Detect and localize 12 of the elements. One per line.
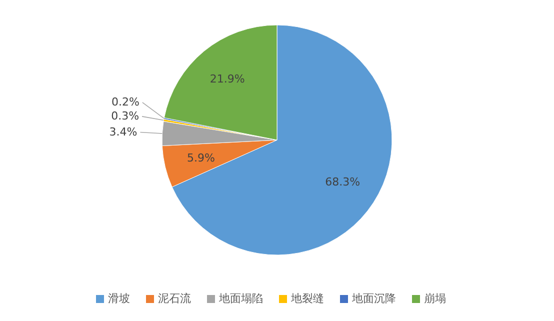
data-label: 68.3% bbox=[325, 176, 360, 189]
legend-label: 地面塌陷 bbox=[218, 292, 263, 306]
data-label: 0.2% bbox=[111, 95, 140, 108]
data-label: 0.3% bbox=[111, 109, 140, 122]
data-label: 5.9% bbox=[186, 151, 215, 164]
legend-label: 泥石流 bbox=[158, 292, 191, 306]
data-label: 3.4% bbox=[109, 125, 138, 138]
legend-label: 地裂缝 bbox=[290, 292, 324, 306]
legend-label: 滑坡 bbox=[108, 292, 130, 306]
data-label: 21.9% bbox=[210, 72, 245, 86]
legend-label: 地面沉降 bbox=[351, 292, 396, 306]
legend-label: 崩塌 bbox=[424, 292, 446, 306]
